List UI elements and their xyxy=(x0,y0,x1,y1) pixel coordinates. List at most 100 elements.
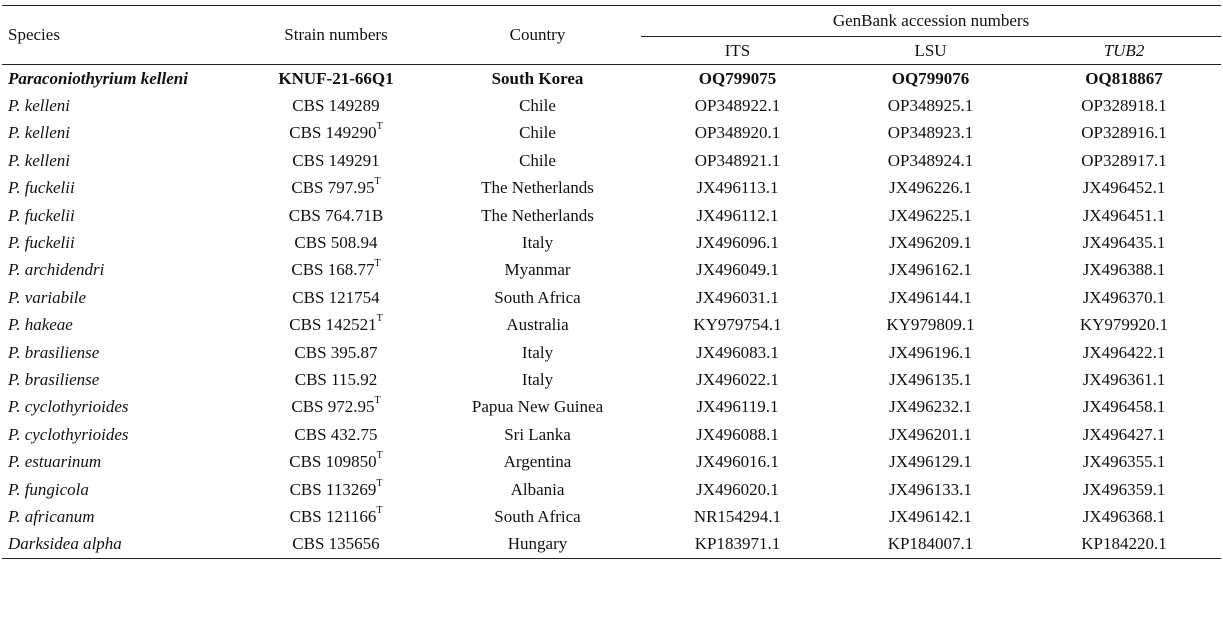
cell-strain-text: CBS 115.92 xyxy=(294,369,378,389)
cell-its: JX496113.1 xyxy=(641,175,834,202)
cell-strain-text: CBS 149290 xyxy=(289,123,377,143)
cell-tub2-text: OQ818867 xyxy=(1085,68,1163,88)
cell-country-text: Chile xyxy=(519,150,556,170)
cell-tub2-text: KY979920.1 xyxy=(1079,315,1169,335)
cell-tub2-text: OP328917.1 xyxy=(1081,150,1167,170)
table-row: P. africanum CBS 121166T South Africa NR154… xyxy=(2,503,1221,530)
cell-tub2-text: JX496458.1 xyxy=(1082,397,1166,417)
cell-strain: CBS 109850T xyxy=(238,448,434,475)
cell-its: OP348921.1 xyxy=(641,147,834,174)
cell-country-text: Italy xyxy=(521,342,554,362)
cell-lsu: OP348923.1 xyxy=(834,120,1027,147)
cell-tub2: JX496452.1 xyxy=(1027,175,1221,202)
cell-its-text: OP348922.1 xyxy=(694,96,781,116)
cell-tub2: JX496427.1 xyxy=(1027,421,1221,448)
cell-tub2: OP328917.1 xyxy=(1027,147,1221,174)
cell-country: Argentina xyxy=(434,448,641,475)
cell-lsu-text: JX496196.1 xyxy=(889,342,972,362)
cell-strain-text: CBS 109850 xyxy=(289,452,377,472)
cell-lsu: JX496209.1 xyxy=(834,229,1027,256)
cell-tub2-text: OP328916.1 xyxy=(1081,123,1167,143)
table-row: Paraconiothyrium kelleni KNUF-21-66Q1 Sout… xyxy=(2,65,1221,93)
cell-tub2-text: JX496435.1 xyxy=(1082,233,1166,253)
cell-country-text: Italy xyxy=(521,233,554,253)
cell-tub2-text: JX496359.1 xyxy=(1082,479,1166,499)
header-strain: Strain numbers xyxy=(238,5,434,65)
cell-country-text: Sri Lanka xyxy=(504,424,571,444)
cell-strain-text: CBS 121754 xyxy=(292,287,380,307)
cell-country: The Netherlands xyxy=(434,202,641,229)
cell-country: South Africa xyxy=(434,503,641,530)
cell-tub2: JX496361.1 xyxy=(1027,366,1221,393)
table-row: P. brasiliense CBS 115.92 Italy JX496022.1 J… xyxy=(2,366,1221,393)
cell-species: P. archidendri xyxy=(2,257,238,284)
cell-strain-text: CBS 432.75 xyxy=(294,424,378,444)
cell-country: Myanmar xyxy=(434,257,641,284)
cell-species: P. hakeae xyxy=(2,312,238,339)
cell-its-text: JX496022.1 xyxy=(696,369,779,389)
type-strain-marker: T xyxy=(376,504,383,516)
table-row: Darksidea alpha CBS 135656 Hungary KP183971… xyxy=(2,530,1222,560)
table-row: P. hakeae CBS 142521T Australia KY979754.1 K… xyxy=(2,312,1221,339)
cell-its: JX496020.1 xyxy=(641,476,834,503)
cell-strain: CBS 113269T xyxy=(238,476,434,503)
cell-its: OP348920.1 xyxy=(641,120,834,147)
cell-tub2: KY979920.1 xyxy=(1027,312,1221,339)
header-lsu: LSU xyxy=(834,36,1027,65)
cell-strain: CBS 508.94 xyxy=(238,229,434,256)
cell-strain: CBS 764.71B xyxy=(238,202,434,229)
cell-country: Chile xyxy=(434,92,641,119)
type-strain-marker: T xyxy=(374,258,381,270)
cell-country: Papua New Guinea xyxy=(434,394,641,421)
table-row: P. fuckelii CBS 508.94 Italy JX496096.1 JX49… xyxy=(2,229,1221,256)
table-row: P. estuarinum CBS 109850T Argentina JX49601… xyxy=(2,448,1221,475)
cell-its: KP183971.1 xyxy=(641,530,834,560)
cell-species: P. fuckelii xyxy=(2,202,238,229)
type-strain-marker: T xyxy=(376,313,383,325)
cell-species-text: P. brasiliense xyxy=(8,342,100,362)
cell-country-text: Papua New Guinea xyxy=(471,397,604,417)
cell-lsu-text: JX496225.1 xyxy=(889,205,972,225)
cell-its-text: JX496088.1 xyxy=(696,424,779,444)
cell-lsu: OP348925.1 xyxy=(834,92,1027,119)
cell-lsu-text: OP348925.1 xyxy=(887,96,974,116)
cell-its-text: OQ799075 xyxy=(698,68,777,88)
table-row: P. fuckelii CBS 764.71B The Netherlands JX4… xyxy=(2,202,1221,229)
cell-lsu-text: JX496144.1 xyxy=(889,287,972,307)
cell-country-text: Myanmar xyxy=(504,260,571,280)
cell-country-text: South Africa xyxy=(494,287,581,307)
cell-its-text: JX496049.1 xyxy=(696,260,779,280)
cell-country: Albania xyxy=(434,476,641,503)
cell-strain-text: CBS 972.95 xyxy=(291,397,375,417)
cell-species: P. fuckelii xyxy=(2,175,238,202)
cell-its: JX496083.1 xyxy=(641,339,834,366)
cell-lsu-text: KY979809.1 xyxy=(886,315,975,335)
cell-strain: KNUF-21-66Q1 xyxy=(238,65,434,93)
cell-country-text: Chile xyxy=(519,123,556,143)
cell-its-text: JX496083.1 xyxy=(696,342,779,362)
cell-species-text: P. cyclothyrioides xyxy=(8,424,129,444)
cell-its: JX496088.1 xyxy=(641,421,834,448)
cell-tub2: JX496451.1 xyxy=(1027,202,1221,229)
cell-lsu-text: OQ799076 xyxy=(891,68,970,88)
type-strain-marker: T xyxy=(376,121,383,133)
type-strain-marker: T xyxy=(376,477,383,489)
cell-country: Sri Lanka xyxy=(434,421,641,448)
cell-species: P. fungicola xyxy=(2,476,238,503)
cell-country: South Korea xyxy=(434,65,641,93)
cell-country-text: Albania xyxy=(510,479,565,499)
cell-country: The Netherlands xyxy=(434,175,641,202)
cell-strain: CBS 121754 xyxy=(238,284,434,311)
cell-country: Italy xyxy=(434,339,641,366)
header-its: ITS xyxy=(641,36,834,65)
cell-species-text: P. kelleni xyxy=(8,150,70,170)
cell-country-text: Hungary xyxy=(507,534,568,554)
cell-country-text: South Korea xyxy=(491,68,584,88)
cell-tub2: JX496355.1 xyxy=(1027,448,1221,475)
cell-species-text: P. estuarinum xyxy=(8,452,102,472)
cell-species-text: P. fuckelii xyxy=(8,205,75,225)
cell-species: Paraconiothyrium kelleni xyxy=(2,65,238,93)
cell-country: Chile xyxy=(434,120,641,147)
cell-tub2-text: JX496370.1 xyxy=(1082,287,1166,307)
cell-country-text: Italy xyxy=(521,369,554,389)
